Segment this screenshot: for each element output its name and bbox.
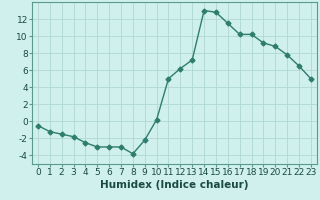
X-axis label: Humidex (Indice chaleur): Humidex (Indice chaleur) (100, 180, 249, 190)
